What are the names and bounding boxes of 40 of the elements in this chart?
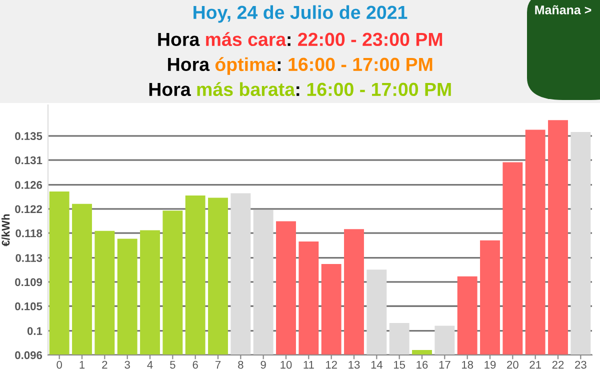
x-tick-label: 2	[102, 360, 108, 369]
x-tick-label: 4	[147, 360, 153, 369]
text: Hora óptima: 16:00 - 17:00 PM	[168, 57, 432, 75]
x-tick-label: 5	[170, 360, 176, 369]
x-tick-label: 14	[371, 360, 383, 369]
x-tick-label: 16	[416, 360, 428, 369]
x-tick-label: 11	[304, 360, 314, 369]
x-tick-label: 0	[56, 360, 62, 369]
x-tick-label: 20	[507, 360, 518, 369]
y-tick-label: 0.126	[15, 181, 42, 189]
x-tick-label: 18	[462, 360, 474, 369]
y-tick-label: 0.096	[15, 351, 42, 360]
x-tick-label: 10	[280, 360, 292, 369]
x-tick-label: 23	[575, 360, 586, 369]
y-tick-label: 0.109	[15, 278, 42, 286]
x-tick-label: 22	[552, 360, 564, 369]
x-tick-label: 12	[326, 360, 337, 369]
text: Mañana >	[535, 5, 592, 14]
text: Hora más cara: 22:00 - 23:00 PM	[158, 32, 442, 46]
x-tick-label: 6	[192, 360, 198, 369]
x-tick-label: 17	[439, 360, 450, 369]
x-tick-label: 19	[484, 360, 496, 369]
chart-title: Hoy, 24 de Julio de 2021	[194, 5, 408, 23]
x-tick-label: 1	[80, 360, 85, 369]
x-tick-label: 13	[348, 360, 360, 369]
x-tick-label: 3	[124, 360, 130, 369]
x-tick-label: 9	[260, 360, 266, 369]
y-tick-label: 0.105	[15, 302, 42, 310]
y-tick-label: 0.118	[16, 229, 42, 238]
y-tick-label: 0.113	[16, 254, 42, 262]
y-tick-label: 0.122	[15, 205, 42, 214]
x-tick-label: 7	[215, 360, 221, 369]
y-tick-label: 0.135	[15, 132, 42, 140]
y-tick-label: 0.1	[27, 327, 42, 335]
text: Hora más barata: 16:00 - 17:00 PM	[149, 82, 451, 96]
x-tick-label: 8	[238, 360, 244, 369]
x-tick-label: 15	[394, 360, 406, 369]
x-tick-label: 21	[530, 360, 541, 369]
y-axis-title: €/kWh	[2, 214, 10, 246]
y-tick-label: 0.131	[15, 156, 42, 164]
